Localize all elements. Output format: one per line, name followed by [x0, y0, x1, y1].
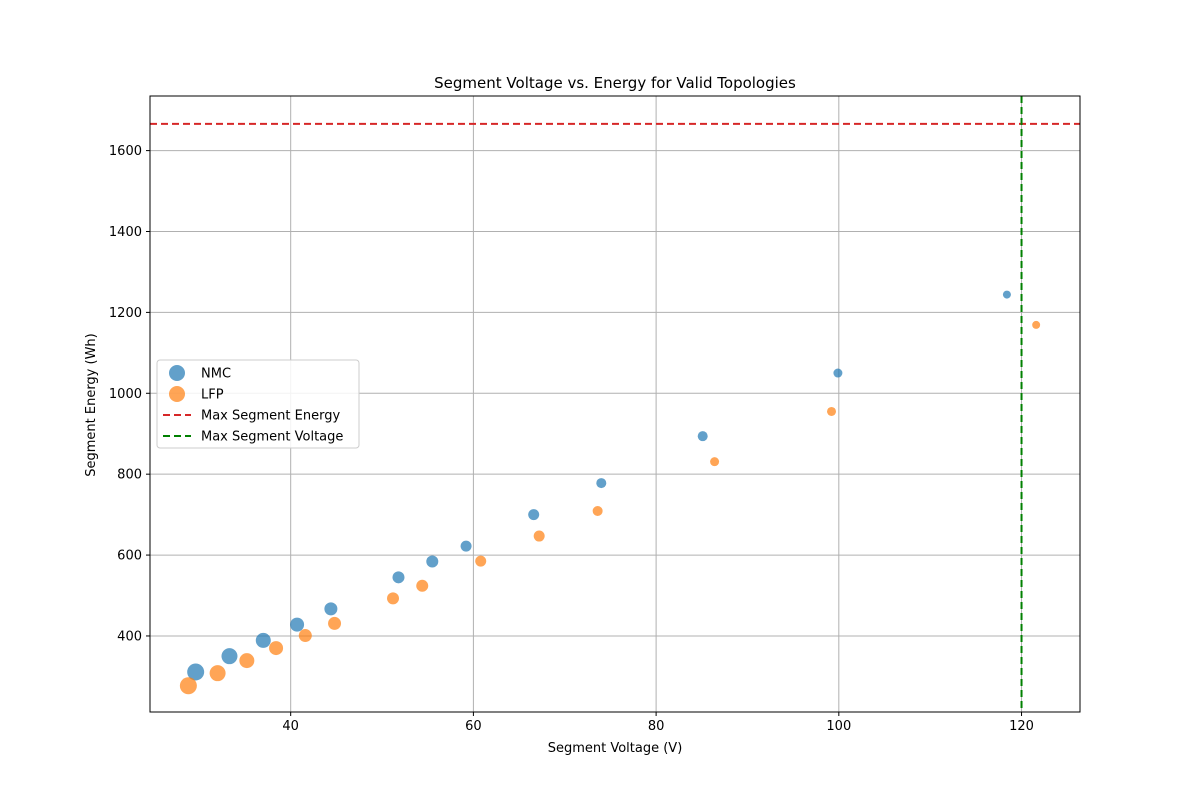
x-tick-label: 40: [282, 719, 299, 734]
plot-frame: [149, 95, 1081, 713]
nmc-data-point: [1002, 290, 1011, 299]
y-tick-label: 800: [117, 468, 142, 483]
nmc-data-point: [528, 509, 540, 521]
x-axis-title: Segment Voltage (V): [548, 741, 683, 756]
data-points: [179, 290, 1041, 695]
series-lfp: [179, 320, 1041, 695]
legend-box: [156, 359, 360, 449]
x-tick-label: 60: [465, 719, 482, 734]
lfp-data-point: [179, 677, 197, 695]
y-tick-label: 1000: [109, 387, 142, 402]
nmc-data-point: [697, 431, 708, 442]
lfp-data-point: [1032, 320, 1041, 329]
lfp-data-point: [710, 457, 720, 467]
nmc-data-point: [392, 571, 405, 584]
nmc-data-point: [426, 555, 439, 568]
legend-label-nmc: NMC: [201, 367, 231, 382]
lfp-data-point: [827, 406, 837, 416]
nmc-data-point: [187, 663, 205, 681]
nmc-data-point: [290, 617, 305, 632]
y-tick-label: 400: [117, 629, 142, 644]
legend-label-max-segment-energy: Max Segment Energy: [201, 409, 340, 424]
y-tick-label: 1400: [109, 225, 142, 240]
legend-marker-lfp: [169, 386, 185, 402]
y-tick-label: 1200: [109, 306, 142, 321]
y-tick-label: 600: [117, 549, 142, 564]
lfp-data-point: [328, 616, 342, 630]
reference-lines: [150, 96, 1080, 712]
x-tick-label: 100: [826, 719, 851, 734]
legend: NMC LFP Max Segment Energy Max Segment Volt…: [156, 359, 360, 449]
lfp-data-point: [475, 555, 487, 567]
lfp-data-point: [239, 653, 255, 669]
lfp-data-point: [269, 641, 284, 656]
y-tick-label: 1600: [109, 144, 142, 159]
lfp-data-point: [387, 592, 400, 605]
nmc-data-point: [596, 478, 607, 489]
y-axis-title: Segment Energy (Wh): [84, 333, 99, 477]
legend-marker-nmc: [169, 365, 185, 381]
nmc-data-point: [833, 368, 843, 378]
series-nmc: [187, 290, 1011, 681]
lfp-data-point: [416, 579, 429, 592]
legend-label-max-segment-voltage: Max Segment Voltage: [201, 430, 343, 445]
lfp-data-point: [298, 629, 312, 643]
lfp-data-point: [592, 505, 603, 516]
x-tick-label: 80: [648, 719, 665, 734]
lfp-data-point: [209, 665, 226, 682]
nmc-data-point: [255, 632, 271, 648]
nmc-data-point: [460, 540, 472, 552]
nmc-data-point: [324, 602, 338, 616]
axis-ticks: 40 60 80 100 120 400 600 800 1000 1200 1400 1600: [109, 144, 1034, 734]
x-tick-label: 120: [1009, 719, 1034, 734]
nmc-data-point: [221, 648, 238, 665]
legend-label-lfp: LFP: [201, 388, 224, 403]
lfp-data-point: [533, 530, 545, 542]
chart-title: Segment Voltage vs. Energy for Valid Top…: [434, 74, 796, 92]
